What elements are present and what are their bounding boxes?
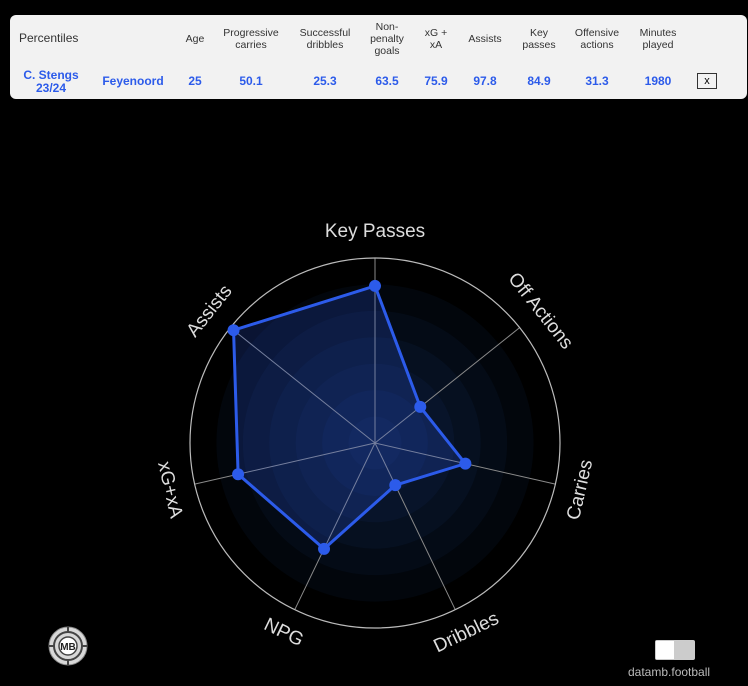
toggle-knob [656,641,674,659]
radar-spoke [230,327,376,444]
radar-point [389,479,402,492]
header-age: Age [185,33,205,45]
header-successful-dribbles: Successful dribbles [299,27,351,51]
close-button[interactable]: x [697,73,717,89]
radar-point [369,279,381,292]
radar-spoke [374,327,520,444]
header-minutes-played: Minutes played [639,27,677,51]
header-npg: Non-penalty goals [370,21,404,57]
radar-axis-label: Carries [563,458,597,522]
radar-point [232,468,245,481]
brand-label: datamb.football [628,665,711,679]
header-xg-xa: xG + xA [424,27,448,51]
radar-axis-label: xG+xA [153,459,186,520]
radar-point [414,400,427,413]
header-progressive-carries: Progressive carries [223,27,279,51]
logo-text: MB [60,642,76,653]
radar-outer-ring [189,257,561,629]
successful-dribbles-cell: 25.3 [313,74,337,88]
percentile-table: Percentiles Age Progressive carries Succe… [10,15,747,99]
minutes-played-cell: 1980 [644,74,672,88]
radar-series-area [232,284,467,551]
radar-point [459,457,472,470]
player-name-cell[interactable]: C. Stengs 23/24 [23,68,79,95]
theme-toggle[interactable] [655,640,695,660]
key-passes-cell: 84.9 [527,74,551,88]
mb-logo: MB [48,626,88,666]
radar-point [318,542,331,555]
header-assists: Assists [468,33,502,45]
radar-axis-label: Key Passes [325,221,425,242]
header-offensive-actions: Offensive actions [574,27,620,51]
table-title: Percentiles [19,31,79,45]
assists-cell: 97.8 [473,74,497,88]
radar-spoke [294,442,376,610]
team-cell: Feyenoord [102,74,164,88]
offensive-actions-cell: 31.3 [585,74,609,88]
header-key-passes: Key passes [522,27,556,51]
radar-axis-label: NPG [261,614,307,651]
radar-point [227,324,240,337]
radar-spoke [374,442,456,610]
age-cell: 25 [188,74,202,88]
progressive-carries-cell: 50.1 [239,74,263,88]
npg-cell: 63.5 [375,74,399,88]
radar-spoke [194,442,376,485]
xg-xa-cell: 75.9 [424,74,448,88]
